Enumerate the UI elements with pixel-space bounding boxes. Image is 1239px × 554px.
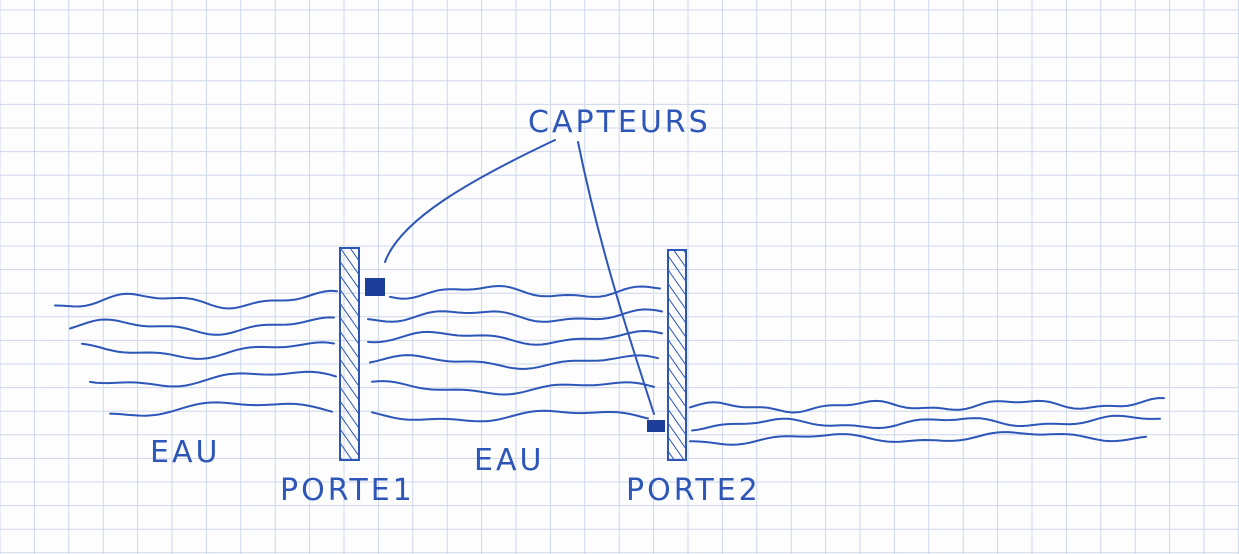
diagram: CAPTEURS EAU PORTE1 EAU PORTE2 — [0, 0, 1239, 554]
gate-label: PORTE1 — [280, 473, 415, 508]
sensor-1 — [365, 278, 385, 296]
gate-label: PORTE2 — [626, 473, 761, 508]
water-label: EAU — [474, 443, 544, 478]
gate-1 — [340, 248, 359, 460]
water-label: EAU — [150, 435, 220, 470]
gate-2 — [668, 250, 686, 460]
sensors-label: CAPTEURS — [528, 105, 711, 140]
sensor-2 — [647, 420, 665, 432]
